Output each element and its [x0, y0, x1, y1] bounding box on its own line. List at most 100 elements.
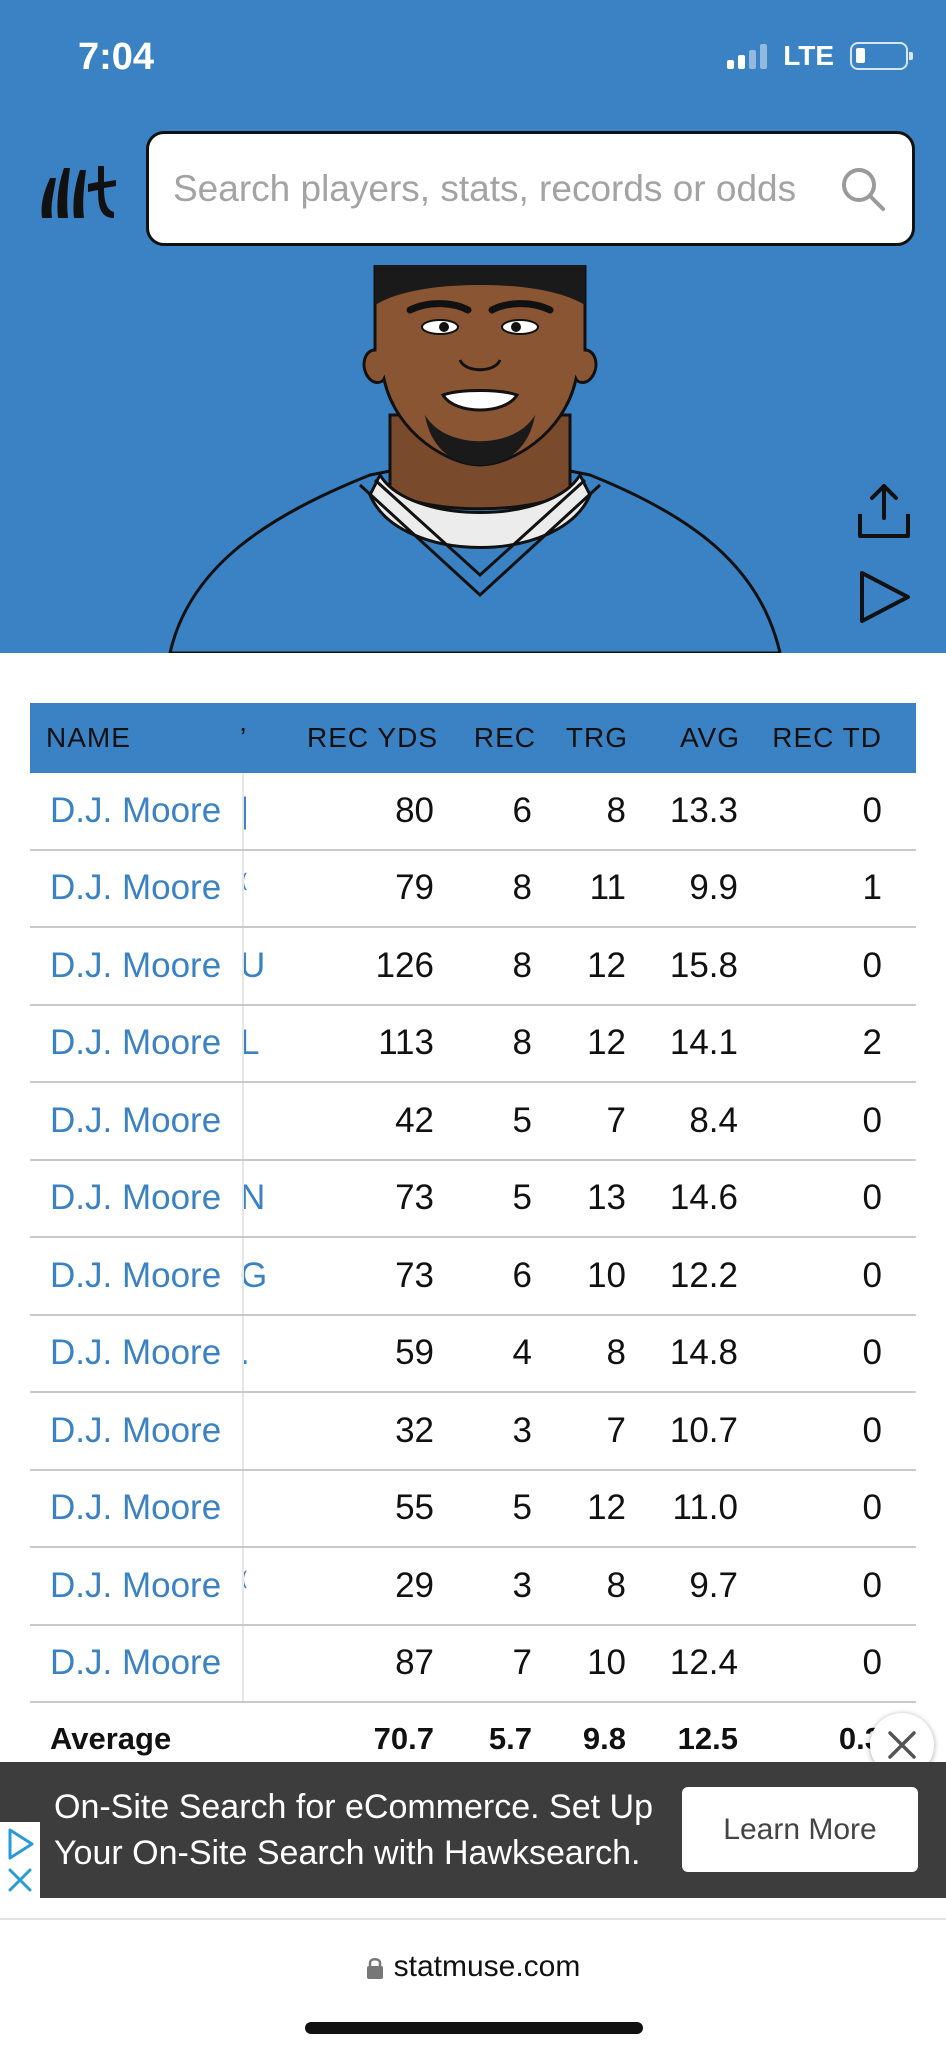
sticky-column-divider: [242, 773, 244, 849]
player-name-link[interactable]: D.J. Moore: [50, 1333, 222, 1373]
header-trg[interactable]: TRG: [565, 722, 628, 753]
header-hero: 7:04 LTE: [0, 0, 946, 653]
learn-more-button[interactable]: Learn More: [682, 1787, 918, 1872]
cell-rec-yds: 113: [378, 1023, 434, 1063]
cell-rec-td: 0: [862, 790, 882, 830]
player-name-link[interactable]: D.J. Moore: [50, 1565, 222, 1605]
sticky-column-divider: [242, 1238, 244, 1314]
cell-rec-yds: 42: [395, 1100, 434, 1140]
cell-avg: 11.0: [672, 1488, 738, 1528]
player-portrait-illustration: [168, 265, 782, 653]
cell-rec-yds: 80: [395, 790, 434, 830]
cell-trg: 12: [587, 1488, 626, 1528]
cell-rec: 5: [512, 1178, 532, 1218]
player-name-link[interactable]: D.J. Moore: [50, 945, 222, 985]
table-row[interactable]: D.J. Moore L 113 8 12 14.1 2: [30, 1005, 916, 1083]
cell-rec-td: 0: [862, 1255, 882, 1295]
header-rec-td[interactable]: REC TD: [772, 722, 882, 753]
search-input[interactable]: [173, 167, 838, 210]
cell-trg: 11: [589, 868, 626, 908]
ad-banner[interactable]: On-Site Search for eCommerce. Set Up You…: [0, 1762, 946, 1898]
sticky-column-divider: [242, 1315, 244, 1391]
table-row[interactable]: D.J. Moore 32 3 7 10.7 0: [30, 1393, 916, 1471]
table-row[interactable]: D.J. Moore | 80 6 8 13.3 0: [30, 773, 916, 851]
cell-rec-yds: 29: [395, 1565, 434, 1605]
play-icon[interactable]: [852, 565, 916, 629]
statmuse-logo-icon[interactable]: [36, 160, 120, 220]
truncated-cell: L: [240, 1023, 260, 1063]
header-rec[interactable]: REC: [473, 722, 536, 753]
cell-rec-td: 0: [862, 1565, 882, 1605]
player-name-link[interactable]: D.J. Moore: [50, 1023, 222, 1063]
url-display[interactable]: statmuse.com: [0, 1950, 946, 1984]
cell-rec: 8: [512, 1023, 532, 1063]
stats-table: NAME ’ REC YDS REC TRG AVG REC TD D.J. M…: [30, 703, 916, 1773]
url-text: statmuse.com: [393, 1950, 581, 1983]
network-label: LTE: [783, 40, 834, 71]
player-name-link[interactable]: D.J. Moore: [50, 1643, 222, 1683]
player-name-link[interactable]: D.J. Moore: [50, 1255, 222, 1295]
player-name-link[interactable]: D.J. Moore: [50, 868, 222, 908]
table-row[interactable]: D.J. Moore ⁽ 29 3 8 9.7 0: [30, 1548, 916, 1626]
table-row[interactable]: D.J. Moore N 73 5 13 14.6 0: [30, 1160, 916, 1238]
cell-rec: 8: [512, 868, 532, 908]
cell-rec: 3: [512, 1565, 532, 1605]
player-name-link[interactable]: D.J. Moore: [50, 1100, 222, 1140]
table-row[interactable]: D.J. Moore ⁽ 79 8 11 9.9 1: [30, 850, 916, 928]
cell-trg: 12: [587, 945, 626, 985]
cell-trg: 10: [587, 1255, 626, 1295]
share-icon[interactable]: [852, 480, 916, 544]
header-name[interactable]: NAME: [46, 722, 131, 753]
cell-avg: 9.7: [689, 1565, 738, 1605]
cell-rec-td: 0: [862, 1178, 882, 1218]
cell-rec-yds: 73: [395, 1255, 434, 1295]
table-body: D.J. Moore | 80 6 8 13.3 0 D.J. Moore ⁽ 79 8 11 9.9 1…: [30, 773, 916, 1703]
cell-avg: 15.8: [669, 945, 738, 985]
player-name-link[interactable]: D.J. Moore: [50, 790, 222, 830]
cell-trg: 7: [606, 1410, 626, 1450]
cell-rec: 6: [512, 1255, 532, 1295]
cell-rec: 3: [512, 1410, 532, 1450]
player-name-link[interactable]: D.J. Moore: [50, 1178, 222, 1218]
status-time: 7:04: [78, 36, 155, 78]
header-rec-yds[interactable]: REC YDS: [307, 722, 438, 753]
search-icon[interactable]: [838, 164, 888, 214]
player-name-link[interactable]: D.J. Moore: [50, 1410, 222, 1450]
ad-text[interactable]: On-Site Search for eCommerce. Set Up You…: [54, 1788, 654, 1872]
sticky-column-divider: [242, 850, 244, 926]
table-row[interactable]: D.J. Moore 55 5 12 11.0 0: [30, 1470, 916, 1548]
cell-rec-yds: 126: [375, 945, 434, 985]
cell-rec: 7: [512, 1643, 532, 1683]
cell-avg: 14.6: [669, 1178, 738, 1218]
cell-rec: 5: [512, 1488, 532, 1528]
table-row[interactable]: D.J. Moore. 59 4 8 14.8 0: [30, 1315, 916, 1393]
truncated-cell: G: [240, 1255, 268, 1295]
player-name-link[interactable]: D.J. Moore: [50, 1488, 222, 1528]
cell-rec-td: 0: [862, 1333, 882, 1373]
cell-avg: 9.9: [689, 868, 738, 908]
search-bar[interactable]: [146, 131, 915, 246]
cell-rec-td: 0: [862, 945, 882, 985]
cell-rec: 8: [512, 945, 532, 985]
cell-avg: 12.4: [669, 1643, 738, 1683]
table-header-row: NAME ’ REC YDS REC TRG AVG REC TD: [30, 703, 916, 773]
cell-rec-td: 0: [862, 1410, 882, 1450]
truncated-cell: .: [240, 1333, 250, 1373]
cell-rec-yds: 59: [395, 1333, 434, 1373]
average-trg: 9.8: [582, 1721, 626, 1756]
cell-rec-yds: 87: [395, 1643, 434, 1683]
cell-trg: 8: [606, 1565, 626, 1605]
table-row[interactable]: D.J. Moore U 126 8 12 15.8 0: [30, 928, 916, 1006]
ad-choices-badge[interactable]: [0, 1822, 40, 1898]
cell-rec-td: 2: [862, 1023, 882, 1063]
table-row[interactable]: D.J. Moore 87 7 10 12.4 0: [30, 1625, 916, 1703]
sticky-column-divider: [242, 1083, 244, 1159]
table-row[interactable]: D.J. Moore G 73 6 10 12.2 0: [30, 1238, 916, 1316]
header-avg[interactable]: AVG: [679, 722, 740, 753]
cell-rec-yds: 73: [395, 1178, 434, 1218]
lock-icon: [366, 1958, 383, 1980]
ad-choices-icon: [8, 1828, 34, 1892]
browser-url-bar[interactable]: statmuse.com: [0, 1918, 946, 2048]
home-indicator[interactable]: [305, 2022, 643, 2034]
table-row[interactable]: D.J. Moore 42 5 7 8.4 0: [30, 1083, 916, 1161]
